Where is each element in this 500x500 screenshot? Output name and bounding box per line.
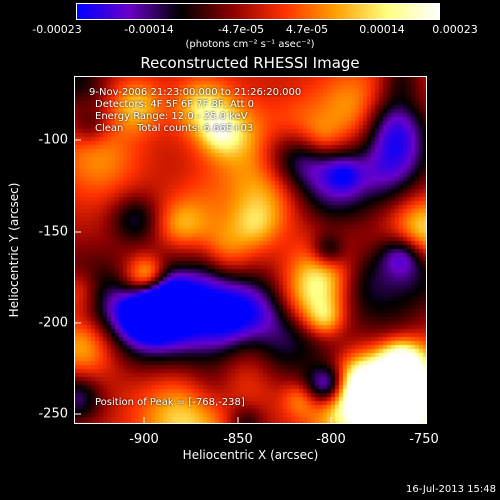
heatmap-image xyxy=(75,77,426,423)
colorbar-tick-label: 4.7e-05 xyxy=(285,23,329,36)
annotation-total-counts: Total counts: 6.66E+03 xyxy=(137,123,254,134)
y-axis-label: Heliocentric Y (arcsec) xyxy=(7,182,21,318)
annotation-method: Clean xyxy=(95,123,124,134)
y-tick-label: -200 xyxy=(38,315,68,331)
annotation-energy: Energy Range: 12.0 - 25.0 keV xyxy=(95,111,248,122)
colorbar-tick-label: 0.00023 xyxy=(432,23,478,36)
y-tick-label: -150 xyxy=(38,224,68,240)
y-tick-label: -100 xyxy=(38,132,68,148)
y-tick-label: -250 xyxy=(38,406,68,422)
x-tick-label: -850 xyxy=(223,432,253,447)
colorbar-tick-label: -0.00023 xyxy=(32,23,82,36)
chart-title: Reconstructed RHESSI Image xyxy=(140,54,360,72)
annotation-peak: Position of Peak = [-768,-238] xyxy=(95,397,245,408)
x-tick-label: -750 xyxy=(409,432,439,447)
x-tick-label: -900 xyxy=(129,432,159,447)
x-tick-label: -800 xyxy=(316,432,346,447)
colorbar xyxy=(76,3,440,20)
colorbar-tick-label: 0.00014 xyxy=(359,23,405,36)
timestamp: 16-Jul-2013 15:48 xyxy=(405,484,496,495)
colorbar-tick-label: -0.00014 xyxy=(124,23,174,36)
colorbar-units: (photons cm⁻² s⁻¹ asec⁻²) xyxy=(185,39,315,50)
plot-area: 9-Nov-2006 21:23:00.000 to 21:26:20.000 … xyxy=(74,76,427,424)
annotation-detectors: Detectors: 4F 5F 6F 7F 8F, Att 0 xyxy=(95,99,255,110)
annotation-time-range: 9-Nov-2006 21:23:00.000 to 21:26:20.000 xyxy=(89,87,302,98)
colorbar-tick-label: -4.7e-05 xyxy=(217,23,265,36)
x-axis-label: Heliocentric X (arcsec) xyxy=(182,448,319,462)
